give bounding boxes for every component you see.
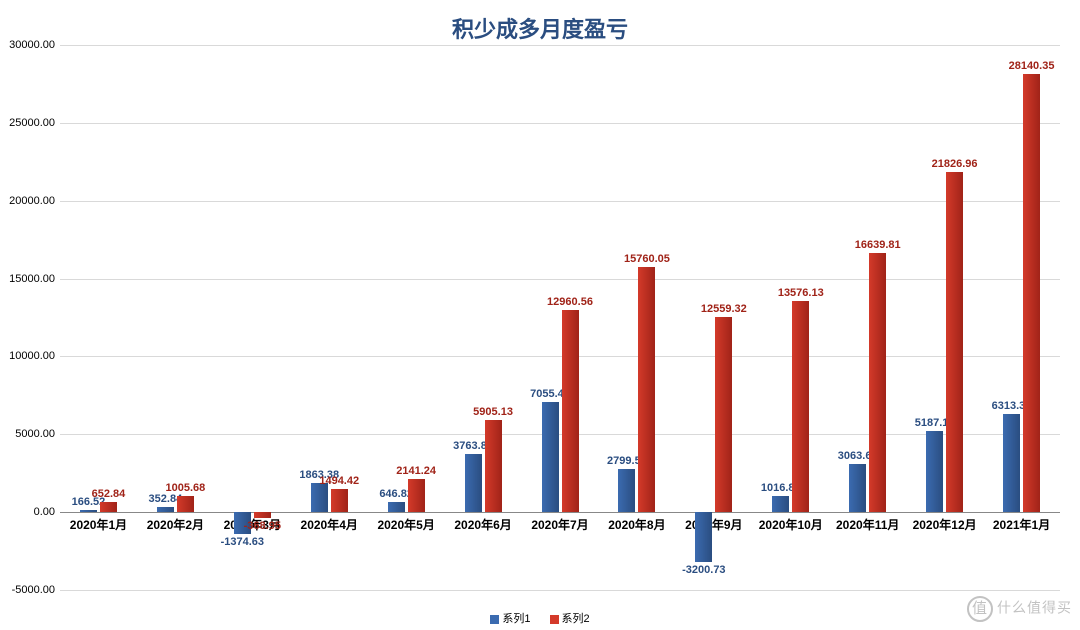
y-axis-label: 0.00	[0, 506, 55, 518]
legend-swatch-icon	[490, 615, 499, 624]
y-axis-label: 15000.00	[0, 273, 55, 285]
gridline	[60, 356, 1060, 357]
legend-swatch-icon	[550, 615, 559, 624]
x-axis-label: 2020年11月	[836, 516, 899, 533]
x-axis-label: 2020年8月	[608, 516, 665, 533]
bar-series2	[485, 420, 502, 512]
y-axis-label: -5000.00	[0, 584, 55, 596]
x-axis-label: 2020年4月	[301, 516, 358, 533]
bar-series1	[465, 454, 482, 513]
x-axis-label: 2020年1月	[70, 516, 127, 533]
y-axis-label: 30000.00	[0, 39, 55, 51]
x-axis-label: 2020年10月	[759, 516, 823, 533]
data-label: 28140.35	[1009, 60, 1055, 72]
data-label: 1494.42	[319, 475, 359, 487]
bar-series1	[926, 431, 943, 512]
data-label: 2141.24	[396, 465, 436, 477]
gridline	[60, 279, 1060, 280]
bar-series2	[331, 489, 348, 512]
legend-item-series1: 系列1	[490, 610, 530, 626]
bar-series2	[869, 253, 886, 512]
data-label: 1005.68	[165, 482, 205, 494]
bar-series1	[80, 510, 97, 513]
y-axis-label: 5000.00	[0, 428, 55, 440]
bar-series1	[772, 496, 789, 512]
watermark: 值什么值得买	[967, 596, 1072, 622]
legend-label-1: 系列1	[502, 613, 530, 625]
x-axis-label: 2020年6月	[454, 516, 511, 533]
y-axis-label: 10000.00	[0, 350, 55, 362]
gridline	[60, 123, 1060, 124]
zero-axis	[60, 512, 1060, 513]
bar-series2	[638, 267, 655, 512]
bar-series2	[1023, 74, 1040, 512]
data-label: 13576.13	[778, 287, 824, 299]
x-axis-label: 2020年12月	[913, 516, 977, 533]
bar-series2	[715, 317, 732, 513]
x-axis-label: 2020年9月	[685, 516, 742, 533]
bar-series1	[157, 507, 174, 512]
data-label: -1374.63	[221, 536, 264, 548]
x-axis-label: 2020年2月	[147, 516, 204, 533]
bar-series2	[254, 512, 271, 518]
x-axis-label: 2020年5月	[377, 516, 434, 533]
bar-series1	[849, 464, 866, 512]
data-label: -368.95	[244, 520, 281, 532]
y-axis-label: 20000.00	[0, 195, 55, 207]
gridline	[60, 434, 1060, 435]
bar-series2	[408, 479, 425, 512]
data-label: 15760.05	[624, 253, 670, 265]
watermark-icon: 值	[967, 596, 993, 622]
legend: 系列1 系列2	[0, 610, 1080, 626]
legend-item-series2: 系列2	[550, 610, 590, 626]
y-axis-label: 25000.00	[0, 117, 55, 129]
bar-series2	[562, 310, 579, 512]
chart-title: 积少成多月度盈亏	[0, 0, 1080, 44]
bar-series2	[946, 172, 963, 512]
x-axis-label: 2021年1月	[993, 516, 1050, 533]
plot-area: -5000.000.005000.0010000.0015000.0020000…	[60, 45, 1060, 590]
gridline	[60, 590, 1060, 591]
legend-label-2: 系列2	[562, 613, 590, 625]
data-label: 5905.13	[473, 406, 513, 418]
chart-container: 积少成多月度盈亏 -5000.000.005000.0010000.001500…	[0, 0, 1080, 630]
data-label: 12960.56	[547, 296, 593, 308]
bar-series2	[792, 301, 809, 512]
gridline	[60, 45, 1060, 46]
bar-series1	[695, 512, 712, 562]
bar-series2	[100, 502, 117, 512]
bar-series1	[311, 483, 328, 512]
data-label: 12559.32	[701, 303, 747, 315]
gridline	[60, 201, 1060, 202]
bar-series1	[618, 469, 635, 513]
x-axis-label: 2020年7月	[531, 516, 588, 533]
data-label: 652.84	[92, 488, 126, 500]
data-label: 16639.81	[855, 239, 901, 251]
data-label: 21826.96	[932, 158, 978, 170]
bar-series1	[388, 502, 405, 512]
bar-series1	[1003, 414, 1020, 512]
watermark-text: 什么值得买	[997, 600, 1072, 616]
bar-series2	[177, 496, 194, 512]
bar-series1	[542, 402, 559, 512]
data-label: -3200.73	[682, 564, 725, 576]
